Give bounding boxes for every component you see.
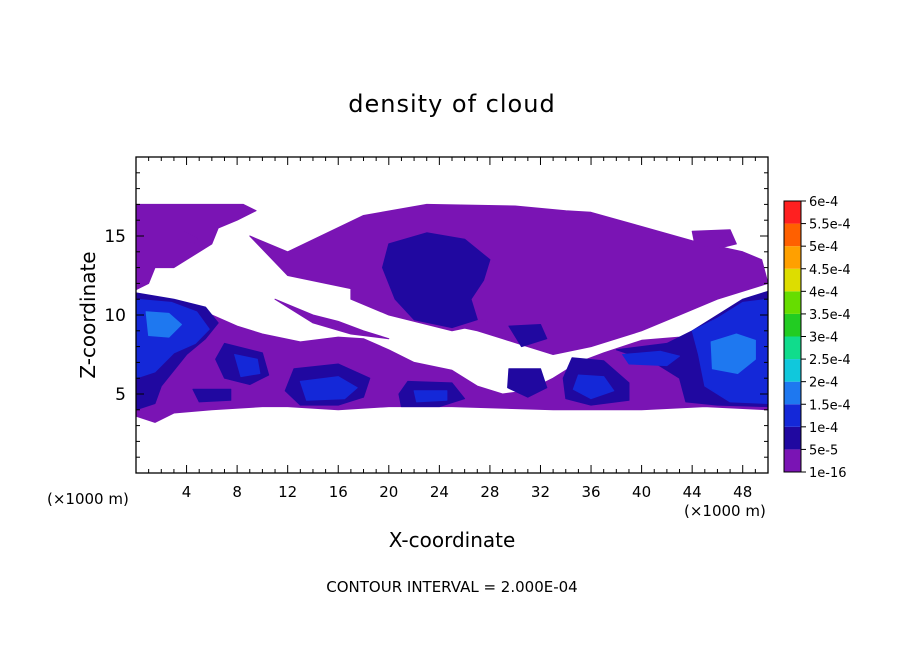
x-tick-label: 20	[379, 483, 398, 501]
colorbar-label: 4.5e-4	[809, 263, 851, 278]
x-tick-label: 32	[531, 483, 550, 501]
cloud-region-20	[299, 376, 358, 401]
colorbar-swatch	[784, 381, 801, 405]
x-tick-label: 28	[480, 483, 499, 501]
x-tick-label: 8	[232, 483, 242, 501]
x-tick-label: 24	[430, 483, 449, 501]
x-tick-label: 12	[278, 483, 297, 501]
colorbar-swatch	[784, 404, 801, 427]
x-tick-label: 4	[182, 483, 192, 501]
cloud-region-6	[177, 229, 200, 245]
colorbar-label: 5e-5	[809, 443, 838, 458]
cloud-region-14	[507, 368, 548, 398]
cloud-region-8	[382, 232, 491, 329]
colorbar-label: 3.5e-4	[809, 308, 851, 323]
cloud-region-15	[508, 324, 548, 348]
cloud-region-24	[622, 350, 680, 367]
colorbar-label: 1.5e-4	[809, 398, 851, 413]
cloud-region-22	[572, 374, 615, 400]
colorbar-swatch	[784, 223, 801, 247]
colorbar-swatch	[784, 201, 801, 224]
colorbar-swatch	[784, 313, 801, 337]
x-tick-label: 36	[581, 483, 600, 501]
colorbar-swatch	[784, 291, 801, 314]
y-tick-label: 10	[104, 306, 126, 326]
x-tick-label: 16	[329, 483, 348, 501]
y-ticks: 5 10 15	[104, 172, 768, 458]
z-unit-label: (×1000 m)	[47, 490, 129, 508]
colorbar-swatch	[784, 268, 801, 292]
x-tick-label: 40	[632, 483, 651, 501]
colorbar-label: 6e-4	[809, 195, 838, 210]
colorbar-swatch	[784, 449, 801, 472]
colorbar: 1e-16 5e-5 1e-4 1.5e-4 2e-4 2.5e-4 3e-4 3.5e-4 4…	[783, 195, 851, 481]
x-unit-label: (×1000 m)	[684, 502, 766, 520]
cloud-region-7	[691, 229, 737, 250]
colorbar-swatch	[784, 359, 801, 382]
cloud-region-13	[192, 388, 232, 403]
colorbar-label: 1e-16	[809, 466, 847, 481]
colorbar-label: 5e-4	[809, 240, 838, 255]
x-ticks: 4 8 12 16 20 24 28 32 36 40 44 48	[148, 157, 756, 501]
colorbar-swatch	[784, 336, 801, 360]
colorbar-label: 5.5e-4	[809, 218, 851, 233]
cloud-region-26	[145, 311, 182, 338]
plot-regions	[135, 203, 769, 423]
colorbar-swatch	[784, 246, 801, 269]
cloud-region-21	[234, 354, 261, 378]
x-tick-label: 44	[683, 483, 702, 501]
contour-interval-footer: CONTOUR INTERVAL = 2.000E-04	[326, 578, 577, 596]
colorbar-label: 2.5e-4	[809, 353, 851, 368]
x-tick-label: 48	[733, 483, 752, 501]
colorbar-swatch	[784, 426, 801, 450]
y-tick-label: 5	[115, 385, 126, 405]
colorbar-label: 1e-4	[809, 421, 838, 436]
colorbar-label: 4e-4	[809, 285, 838, 300]
cloud-region-25	[710, 333, 756, 374]
cloud-region-1	[135, 203, 257, 291]
cloud-region-5	[274, 298, 390, 340]
x-axis-label: X-coordinate	[389, 528, 516, 552]
y-tick-label: 15	[104, 227, 126, 247]
cloud-region-23	[413, 390, 448, 403]
chart-title: density of cloud	[348, 90, 555, 118]
y-axis-label: Z-coordinate	[76, 251, 100, 378]
colorbar-label: 3e-4	[809, 331, 838, 346]
colorbar-label: 2e-4	[809, 376, 838, 391]
